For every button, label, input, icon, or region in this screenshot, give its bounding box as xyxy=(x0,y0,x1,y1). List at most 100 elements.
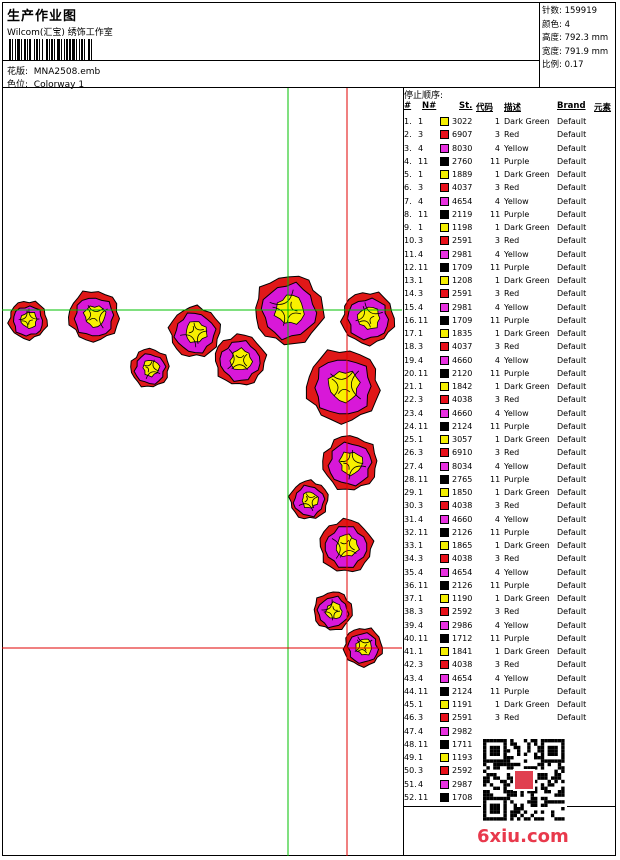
row-description: Yellow xyxy=(504,620,529,630)
table-row: 11. 4 2981 4 Yellow Default xyxy=(404,248,616,261)
row-description: Purple xyxy=(504,527,530,537)
row-brand: Default xyxy=(557,276,587,285)
table-row: 26. 3 6910 3 Red Default xyxy=(404,446,616,459)
header-panel: 生产作业图 Wilcom(汇宝) 绣饰工作室 花版: MNA2508.emb 色… xyxy=(2,2,540,90)
row-code: 4 xyxy=(494,196,500,206)
row-stitches: 2124 xyxy=(452,686,473,696)
petal-detail-line xyxy=(145,366,149,373)
row-number: 14. xyxy=(404,289,417,299)
row-number: 39. xyxy=(404,620,417,630)
row-stitches: 2591 xyxy=(452,236,473,246)
row-description: Purple xyxy=(504,421,530,431)
row-code: 1 xyxy=(494,382,500,391)
petal-detail-line xyxy=(227,349,235,370)
row-code: 3 xyxy=(494,183,500,193)
col-header-needle: N# xyxy=(422,101,437,111)
row-stitches: 4038 xyxy=(452,501,473,511)
row-description: Dark Green xyxy=(504,170,550,179)
petal-detail-line xyxy=(143,361,153,367)
row-number: 30. xyxy=(404,501,417,511)
row-description: Dark Green xyxy=(504,594,550,603)
row-stitches: 1835 xyxy=(452,329,473,338)
row-description: Dark Green xyxy=(504,276,550,285)
thread-color-swatch xyxy=(440,488,449,497)
row-description: Dark Green xyxy=(504,700,550,709)
row-number: 8. xyxy=(404,209,412,219)
table-row: 51. 4 2987 xyxy=(404,778,480,791)
row-code: 11 xyxy=(490,527,501,537)
table-row: 10. 3 2591 3 Red Default xyxy=(404,234,616,247)
qr-logo-stamp xyxy=(513,769,535,791)
row-stitches: 2760 xyxy=(452,156,473,166)
row-stitches: 2765 xyxy=(452,474,473,484)
row-description: Yellow xyxy=(504,567,529,577)
row-code: 1 xyxy=(494,700,500,709)
row-needle: 1 xyxy=(418,435,424,444)
row-stitches: 1889 xyxy=(452,170,473,179)
table-row: 32. 11 2126 11 Purple Default xyxy=(404,526,616,539)
row-needle: 1 xyxy=(418,117,424,126)
row-needle: 11 xyxy=(418,209,429,219)
petal-detail-line xyxy=(331,378,339,397)
row-number: 21. xyxy=(404,382,417,391)
row-number: 43. xyxy=(404,673,417,683)
row-number: 13. xyxy=(404,276,417,285)
petal-detail-line xyxy=(231,364,248,370)
row-brand: Default xyxy=(557,501,587,511)
row-stitches: 2126 xyxy=(452,527,473,537)
row-needle: 4 xyxy=(418,726,424,736)
row-stitches: 4654 xyxy=(452,673,473,683)
stats-panel: 针数: 159919 颜色: 4 高度: 792.3 mm 宽度: 791.9 … xyxy=(540,2,616,88)
row-brand: Default xyxy=(557,183,587,193)
row-number: 19. xyxy=(404,355,417,365)
barcode-image xyxy=(9,39,144,61)
table-row: 21. 1 1842 1 Dark Green Default xyxy=(404,380,616,393)
row-needle: 4 xyxy=(418,779,424,789)
embroidery-preview xyxy=(2,88,402,856)
thread-color-swatch xyxy=(440,554,449,564)
row-brand: Default xyxy=(557,236,587,246)
row-needle: 1 xyxy=(418,223,424,232)
row-stitches: 2987 xyxy=(452,779,473,789)
row-code: 4 xyxy=(494,514,500,524)
row-brand: Default xyxy=(557,686,587,696)
row-brand: Default xyxy=(557,488,587,497)
row-stitches: 1198 xyxy=(452,223,473,232)
rose-center xyxy=(185,321,208,343)
row-code: 4 xyxy=(494,408,500,418)
watermark-text: 6xiu.com xyxy=(477,826,569,847)
table-row: 7. 4 4654 4 Yellow Default xyxy=(404,195,616,208)
row-needle: 11 xyxy=(418,792,429,802)
row-stitches: 1712 xyxy=(452,633,473,643)
row-needle: 3 xyxy=(418,607,424,617)
thread-color-swatch xyxy=(440,739,449,749)
thread-color-swatch xyxy=(440,620,449,630)
company-name: Wilcom(汇宝) 绣饰工作室 xyxy=(7,28,113,38)
col-header-element: 元素 xyxy=(594,103,612,113)
thread-color-swatch xyxy=(440,766,449,776)
row-needle: 4 xyxy=(418,514,424,524)
row-brand: Default xyxy=(557,382,587,391)
row-code: 3 xyxy=(494,236,500,246)
row-stitches: 8034 xyxy=(452,461,473,471)
row-brand: Default xyxy=(557,713,587,723)
petal-detail-line xyxy=(369,315,375,324)
table-row: 14. 3 2591 3 Red Default xyxy=(404,287,616,300)
design-canvas xyxy=(2,88,404,856)
thread-color-swatch xyxy=(440,673,449,683)
row-needle: 4 xyxy=(418,567,424,577)
row-description: Red xyxy=(504,554,520,564)
row-description: Red xyxy=(504,660,520,670)
thread-color-swatch xyxy=(440,170,449,179)
thread-color-swatch xyxy=(440,223,449,232)
row-code: 1 xyxy=(494,488,500,497)
row-code: 4 xyxy=(494,620,500,630)
row-needle: 1 xyxy=(418,276,424,285)
row-description: Dark Green xyxy=(504,647,550,656)
row-code: 1 xyxy=(494,541,500,550)
petal-detail-line xyxy=(348,465,367,480)
row-needle: 1 xyxy=(418,488,424,497)
rose-flower xyxy=(67,290,121,343)
row-brand: Default xyxy=(557,594,587,603)
table-row: 28. 11 2765 11 Purple Default xyxy=(404,473,616,486)
